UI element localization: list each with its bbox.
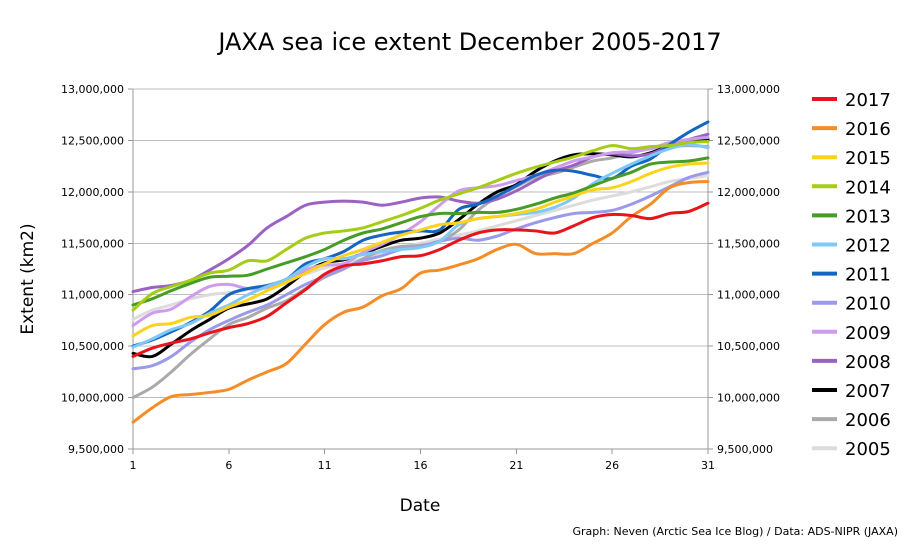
y-axis-left-ticks: 9,500,000 10,000,000 10,500,000 11,000,000 1…	[61, 83, 124, 456]
y-tick-label-left: 10,500,000	[61, 340, 124, 353]
legend-label: 2013	[845, 206, 891, 227]
legend-item-2008: 2008	[812, 352, 891, 373]
source-credit: Graph: Neven (Arctic Sea Ice Blog) / Dat…	[573, 525, 898, 538]
y-tick-label-left: 11,000,000	[61, 289, 124, 302]
legend-item-2011: 2011	[812, 265, 891, 286]
y-tick-label-right: 12,500,000	[717, 134, 780, 147]
legend-item-2016: 2016	[812, 119, 891, 140]
series-line-2009	[131, 135, 710, 328]
legend-item-2005: 2005	[812, 439, 891, 460]
y-tick-label-left: 10,000,000	[61, 392, 124, 405]
legend-label: 2006	[845, 410, 891, 431]
legend-label: 2005	[845, 439, 891, 460]
legend-item-2010: 2010	[812, 294, 891, 315]
legend-item-2013: 2013	[812, 206, 891, 227]
legend-label: 2015	[845, 148, 891, 169]
x-axis-ticks: 1 6 11 16 21 26 31	[130, 459, 716, 472]
series-line-2008	[131, 132, 710, 294]
x-tick-label: 11	[318, 459, 332, 472]
y-tick-label-left: 12,500,000	[61, 134, 124, 147]
legend-item-2009: 2009	[812, 323, 891, 344]
x-tick-label: 6	[225, 459, 232, 472]
y-tick-label-right: 11,500,000	[717, 237, 780, 250]
legend-label: 2010	[845, 294, 891, 315]
legend-label: 2012	[845, 236, 891, 257]
y-tick-label-right: 9,500,000	[717, 443, 773, 456]
series-line-2015	[131, 161, 710, 338]
legend-label: 2011	[845, 265, 891, 286]
x-tick-label: 26	[605, 459, 619, 472]
series-line-2012	[131, 143, 710, 349]
legend-label: 2009	[845, 323, 891, 344]
series-line-2005	[131, 173, 710, 321]
chart-title: JAXA sea ice extent December 2005-2017	[216, 28, 721, 56]
y-tick-label-right: 10,000,000	[717, 392, 780, 405]
grid-lines	[133, 88, 708, 450]
x-tick-label: 31	[701, 459, 715, 472]
legend-label: 2007	[845, 381, 891, 402]
y-tick-label-left: 11,500,000	[61, 237, 124, 250]
legend-label: 2008	[845, 352, 891, 373]
y-tick-label-right: 13,000,000	[717, 83, 780, 96]
x-tick-label: 16	[414, 459, 428, 472]
legend: 2017 2016 2015 2014 2013 2012 2011 2010 2009 2008…	[812, 90, 891, 460]
series-line-2017	[131, 201, 710, 358]
legend-label: 2016	[845, 119, 891, 140]
legend-item-2017: 2017	[812, 90, 891, 111]
legend-item-2012: 2012	[812, 236, 891, 257]
y-axis-right-ticks: 9,500,000 10,000,000 10,500,000 11,000,000 1…	[717, 83, 780, 456]
y-tick-label-left: 9,500,000	[68, 443, 124, 456]
x-tick-label: 21	[509, 459, 523, 472]
legend-label: 2014	[845, 177, 891, 198]
y-tick-label-right: 12,000,000	[717, 186, 780, 199]
y-axis-title: Extent (km2)	[18, 223, 38, 334]
legend-item-2014: 2014	[812, 177, 891, 198]
series-lines	[131, 120, 710, 424]
y-tick-label-right: 10,500,000	[717, 340, 780, 353]
series-line-2013	[131, 156, 710, 307]
legend-item-2007: 2007	[812, 381, 891, 402]
y-tick-label-left: 12,000,000	[61, 186, 124, 199]
y-tick-label-right: 11,000,000	[717, 289, 780, 302]
y-tick-label-left: 13,000,000	[61, 83, 124, 96]
x-axis-title: Date	[400, 496, 441, 516]
legend-label: 2017	[845, 90, 891, 111]
x-tick-label: 1	[130, 459, 137, 472]
legend-item-2015: 2015	[812, 148, 891, 169]
series-line-2016	[131, 180, 710, 424]
legend-item-2006: 2006	[812, 410, 891, 431]
series-line-2014	[131, 139, 710, 312]
